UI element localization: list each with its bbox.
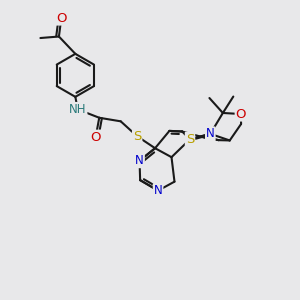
Text: S: S [133,130,141,143]
Text: N: N [206,128,215,140]
Text: N: N [135,154,144,167]
Text: NH: NH [69,103,86,116]
Text: N: N [154,184,162,197]
Text: S: S [186,133,194,146]
Text: O: O [56,11,67,25]
Text: O: O [236,107,246,121]
Text: O: O [90,131,101,144]
